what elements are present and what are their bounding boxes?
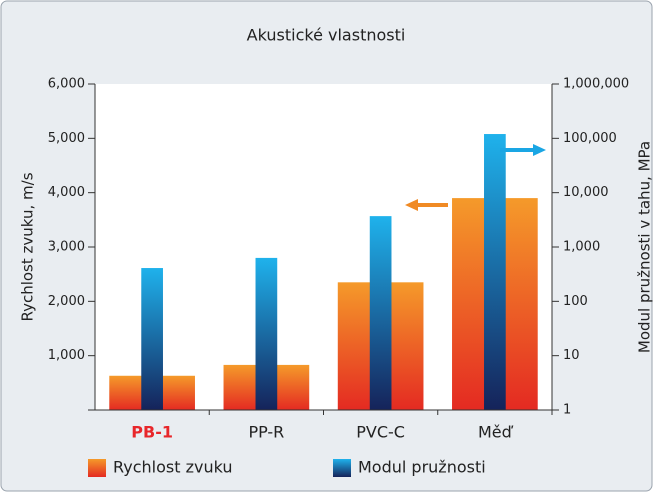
y2-tick-label: 1,000,000 [563, 77, 629, 92]
y2-tick-label: 1 [563, 403, 571, 418]
y-tick-label: 2,000 [48, 294, 85, 309]
bar [141, 268, 163, 410]
bar [369, 216, 392, 410]
y-tick-label: 4,000 [48, 185, 85, 200]
chart-title: Akustické vlastnosti [247, 26, 406, 45]
legend-label: Modul pružnosti [358, 458, 486, 477]
x-tick-label: PB-1 [131, 423, 173, 442]
y-axis-title: Rychlost zvuku, m/s [19, 172, 37, 321]
x-tick-label: PVC-C [356, 423, 405, 442]
x-tick-label: PP-R [248, 423, 284, 442]
y-tick-label: 5,000 [48, 131, 85, 146]
y2-tick-label: 1,000 [563, 240, 600, 255]
arrow-left [405, 199, 448, 211]
x-tick-label: Měď [478, 423, 514, 442]
bar [484, 134, 506, 410]
y-tick-label: 3,000 [48, 240, 85, 255]
y-tick-label: 6,000 [48, 77, 85, 92]
y2-tick-label: 100,000 [563, 131, 617, 146]
y2-tick-label: 10 [563, 348, 580, 363]
legend-swatch [88, 459, 106, 477]
y2-tick-label: 10,000 [563, 185, 609, 200]
legend-swatch [333, 459, 351, 477]
y2-tick-label: 100 [563, 294, 588, 309]
y-tick-label: 1,000 [48, 348, 85, 363]
y2-axis-title: Modul pružnosti v tahu, MPa [636, 141, 653, 353]
legend-label: Rychlost zvuku [113, 458, 233, 477]
bar [255, 257, 278, 410]
arrow-right [500, 144, 546, 156]
